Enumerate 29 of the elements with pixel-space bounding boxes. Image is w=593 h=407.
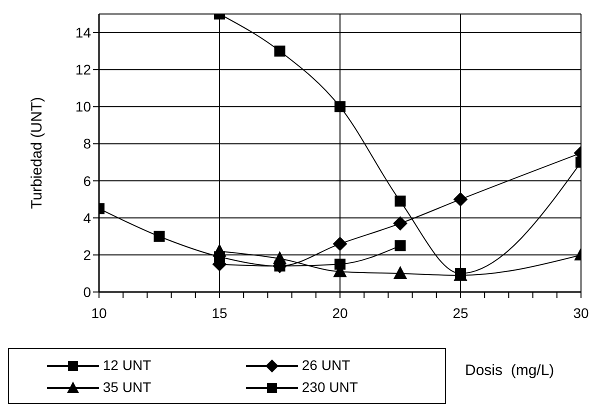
y-tick-label: 14 bbox=[75, 24, 92, 41]
point bbox=[333, 236, 347, 251]
point bbox=[394, 266, 407, 279]
legend-label: 12 UNT bbox=[102, 357, 152, 373]
point bbox=[274, 46, 286, 57]
x-tick-label: 15 bbox=[212, 305, 228, 321]
point bbox=[393, 216, 408, 230]
y-tick-label: 4 bbox=[83, 210, 92, 226]
x-axis-title: Dosis (mg/L) bbox=[465, 362, 554, 379]
y-axis-title: Turbiedad (UNT) bbox=[28, 97, 46, 209]
point bbox=[454, 192, 468, 206]
x-tick-label: 30 bbox=[573, 305, 589, 321]
y-tick-label: 10 bbox=[75, 98, 92, 115]
x-tick-label: 20 bbox=[332, 305, 348, 321]
legend-label: 230 UNT bbox=[302, 379, 358, 395]
y-tick-label: 8 bbox=[83, 136, 92, 152]
x-tick-label: 25 bbox=[452, 305, 468, 321]
legend-label: 26 UNT bbox=[302, 357, 350, 373]
point bbox=[273, 252, 286, 264]
legend-label: 35 UNT bbox=[102, 379, 152, 395]
y-tick-label: 0 bbox=[83, 284, 92, 300]
point bbox=[394, 240, 406, 252]
point bbox=[334, 101, 346, 112]
point bbox=[394, 196, 406, 207]
point bbox=[213, 244, 226, 257]
y-tick-label: 6 bbox=[83, 172, 92, 189]
y-tick-label: 2 bbox=[83, 246, 92, 263]
point bbox=[154, 230, 165, 242]
y-tick-label: 12 bbox=[75, 62, 92, 78]
